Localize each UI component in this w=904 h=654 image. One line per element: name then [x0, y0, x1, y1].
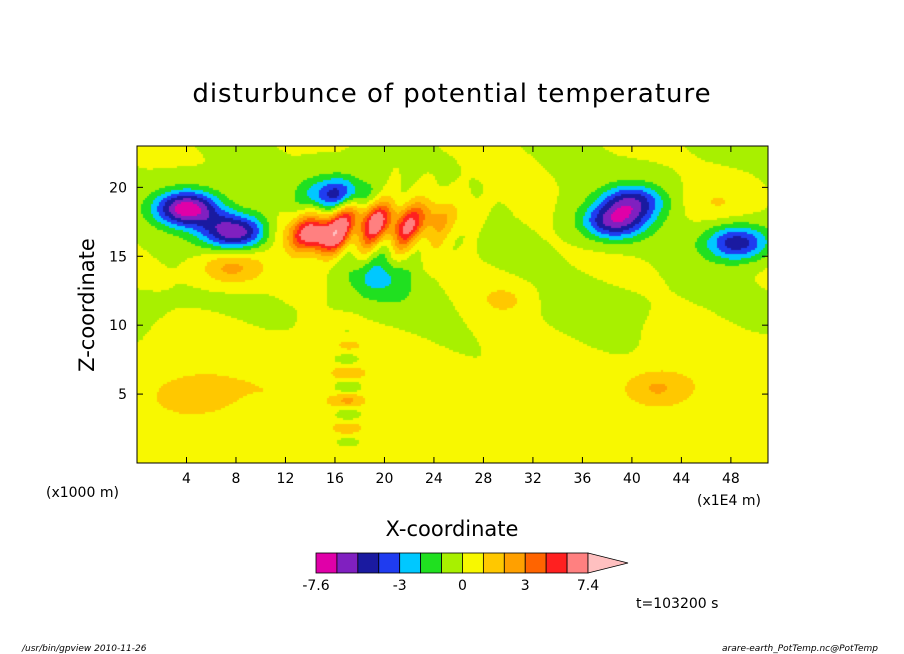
footer-left: /usr/bin/gpview 2010-11-26 — [21, 644, 147, 654]
x-axis-ticks: 4 8 12 16 20 24 28 32 36 40 44 48 — [182, 146, 740, 487]
colorbar-segment — [566, 552, 589, 574]
colorbar-segment — [399, 552, 422, 574]
x-tick-label: 32 — [524, 471, 542, 487]
time-annotation: t=103200 s — [636, 596, 718, 612]
x-tick-label: 20 — [376, 471, 394, 487]
colorbar-tick-label: 7.4 — [577, 578, 599, 594]
colorbar-tick-labels: -7.6 -3 0 3 7.4 — [302, 578, 599, 594]
x-tick-label: 36 — [573, 471, 591, 487]
x-tick-label: 24 — [425, 471, 443, 487]
y-tick-label: 10 — [109, 318, 127, 334]
colorbar-segment — [378, 552, 401, 574]
colorbar-tick-label: -3 — [393, 578, 407, 594]
colorbar-segment — [315, 552, 338, 574]
chart-title: disturbunce of potential temperature — [192, 79, 711, 109]
plot-frame — [136, 145, 769, 464]
colorbar-extend-triangle — [587, 552, 629, 574]
colorbar-segment — [420, 552, 442, 574]
x-tick-label: 40 — [623, 471, 641, 487]
colorbar-tick-label: 3 — [521, 578, 530, 594]
x-axis-label: X-coordinate — [386, 517, 519, 541]
colorbar-segment — [441, 552, 463, 574]
y-tick-label: 20 — [109, 180, 127, 196]
x-unit-right: (x1E4 m) — [697, 493, 761, 509]
heatmap-image — [137, 146, 768, 463]
x-tick-label: 8 — [232, 471, 241, 487]
x-tick-label: 12 — [277, 471, 295, 487]
y-tick-label: 5 — [118, 387, 127, 403]
colorbar-segment — [357, 552, 380, 574]
y-axis-label: Z-coordinate — [75, 238, 99, 372]
colorbar-segment — [482, 552, 505, 574]
heatmap-field — [137, 146, 768, 463]
y-axis-ticks: 5 10 15 20 — [109, 180, 768, 403]
colorbar-segment — [336, 552, 359, 574]
x-tick-label: 44 — [672, 471, 690, 487]
colorbar-segment — [462, 552, 484, 574]
footer-right: arare-earth_PotTemp.nc@PotTemp — [722, 644, 878, 654]
colorbar — [315, 552, 629, 574]
x-tick-label: 28 — [475, 471, 493, 487]
x-tick-label: 4 — [182, 471, 191, 487]
colorbar-tick-label: -7.6 — [302, 578, 329, 594]
x-tick-label: 16 — [326, 471, 344, 487]
y-tick-label: 15 — [109, 249, 127, 265]
x-tick-label: 48 — [722, 471, 740, 487]
x-unit-left: (x1000 m) — [46, 485, 119, 501]
colorbar-tick-label: 0 — [458, 578, 467, 594]
colorbar-segment — [545, 552, 568, 574]
colorbar-segment — [524, 552, 547, 574]
colorbar-segment — [503, 552, 526, 574]
